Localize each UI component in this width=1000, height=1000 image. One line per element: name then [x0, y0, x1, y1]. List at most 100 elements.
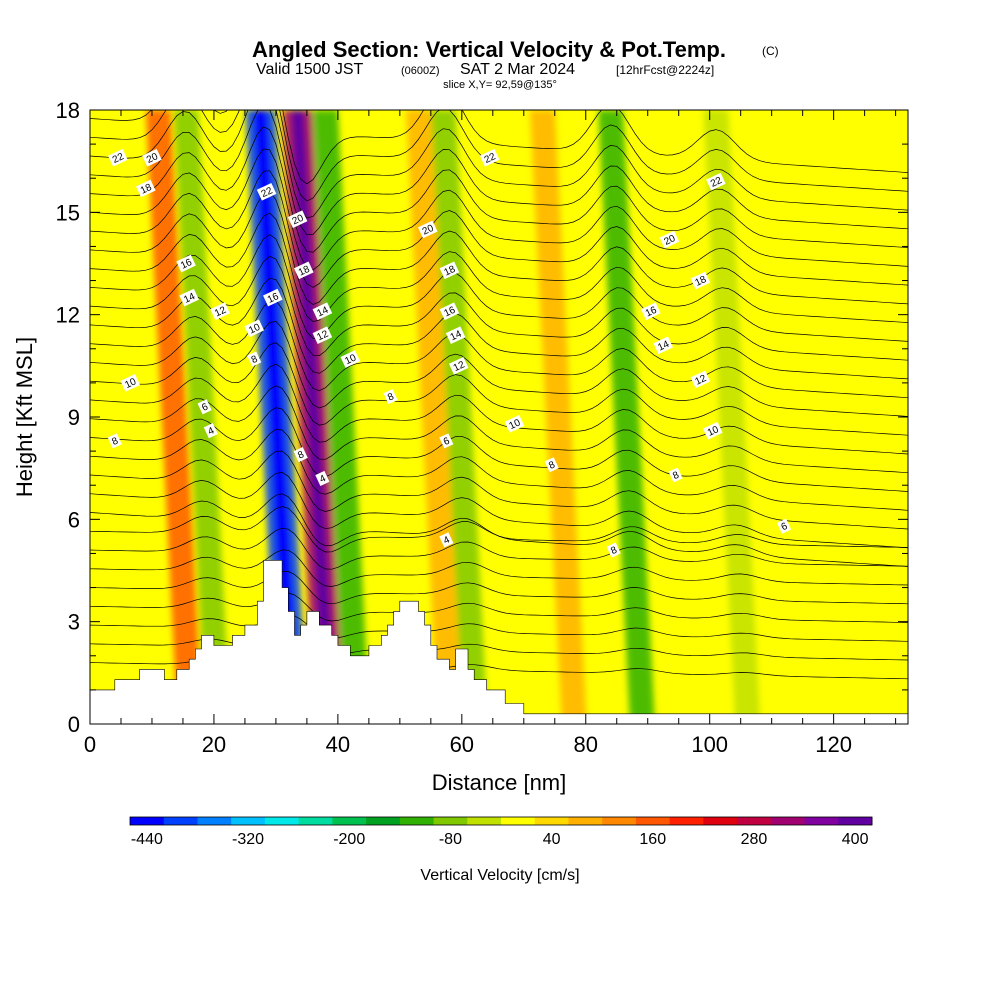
contour-label-text: 6	[780, 521, 790, 534]
contour-label-text: 8	[386, 391, 396, 404]
colorbar-swatch	[231, 817, 266, 825]
velocity-band	[406, 110, 463, 724]
valid-time: Valid 1500 JST	[256, 61, 364, 78]
contour-label: 18	[294, 261, 314, 280]
contour-label-text: 8	[296, 449, 306, 462]
colorbar-swatch	[163, 817, 198, 825]
y-axis-label: Height [Kft MSL]	[12, 337, 37, 497]
colorbar-frame	[129, 816, 873, 826]
colorbar-swatch	[737, 817, 772, 825]
contour-label: 12	[312, 326, 333, 344]
contour-label: 14	[179, 288, 199, 307]
contour-label: 6	[776, 518, 792, 534]
velocity-band-core	[291, 110, 336, 724]
contour-label: 12	[448, 357, 469, 375]
contour-label: 20	[142, 148, 162, 167]
contour-label-text: 14	[315, 305, 330, 320]
contour-label-text: 10	[247, 322, 262, 337]
colorbar-tick-label: 400	[842, 831, 869, 848]
chart-title-main: Angled Section: Vertical Velocity & Pot.…	[252, 37, 726, 62]
y-tick-label: 3	[68, 610, 80, 635]
contour-label: 20	[287, 210, 308, 228]
valid-zulu: (0600Z)	[401, 65, 440, 77]
contour-label: 14	[445, 326, 466, 344]
contour-label-text: 20	[145, 151, 160, 166]
contour-label: 22	[706, 172, 726, 191]
contour-label: 18	[439, 261, 460, 280]
colorbar-tick-label: -320	[232, 831, 264, 848]
colorbar-swatch	[399, 817, 435, 825]
contour-label: 10	[120, 374, 141, 392]
colorbar-tick-label: 280	[741, 831, 768, 848]
contour-label-text: 10	[343, 352, 358, 367]
contour-label-text: 12	[452, 359, 467, 374]
colorbar-tick-label: -80	[439, 831, 462, 848]
contour-label-text: 16	[644, 305, 659, 320]
colorbar-tick-label: 160	[639, 831, 666, 848]
colorbar-swatch	[467, 817, 502, 825]
contour-label: 16	[439, 302, 460, 321]
velocity-band	[313, 110, 370, 724]
velocity-band	[598, 110, 655, 724]
contour-label: 8	[247, 351, 262, 367]
colorbar-tick-label: -200	[333, 831, 365, 848]
contour-label: 4	[439, 532, 454, 548]
y-tick-label: 9	[68, 405, 80, 430]
theta-contour	[90, 110, 908, 202]
theta-contour	[90, 549, 908, 587]
contour-label-text: 10	[706, 424, 721, 439]
contour-label-text: 6	[200, 401, 210, 414]
contour-label-text: 14	[656, 339, 671, 354]
x-tick-label: 80	[574, 732, 598, 757]
theta-contour	[90, 407, 908, 492]
colorbar-swatch	[298, 817, 333, 825]
theta-contour	[90, 342, 908, 436]
y-tick-label: 18	[56, 98, 80, 123]
colorbar-swatch	[568, 817, 603, 825]
contour-label-text: 22	[483, 151, 498, 166]
theta-contour	[90, 592, 908, 623]
colorbar-swatch	[669, 817, 704, 825]
theta-contour	[90, 571, 908, 605]
plot-area: 8101820221614126422201816141210884108201…	[90, 110, 908, 724]
theta-contour	[90, 277, 908, 380]
colorbar-tick-label: 40	[543, 831, 561, 848]
y-axis: 0 3 6 9 12 15 18	[56, 98, 908, 737]
contour-label-text: 20	[291, 213, 306, 228]
contour-label-text: 6	[442, 435, 452, 448]
contour-label: 22	[256, 183, 277, 201]
contour-label: 6	[197, 399, 212, 415]
contour-label: 10	[340, 350, 361, 368]
velocity-band	[529, 110, 587, 724]
contour-label-text: 8	[547, 459, 557, 472]
potential-temperature-contours	[90, 110, 908, 680]
x-tick-label: 60	[450, 732, 474, 757]
colorbar-swatch	[534, 817, 569, 825]
contour-label: 22	[108, 148, 128, 167]
theta-contour	[90, 429, 908, 511]
contour-label-text: 12	[213, 305, 228, 320]
theta-contour	[90, 255, 908, 361]
colorbar-swatch	[366, 817, 401, 825]
theta-contour	[90, 450, 908, 530]
contour-label-text: 18	[442, 264, 457, 279]
contour-label: 20	[659, 230, 680, 249]
contour-label-text: 10	[123, 376, 138, 391]
contour-label-text: 4	[318, 473, 328, 486]
contour-label: 18	[135, 179, 156, 198]
theta-contour	[90, 527, 908, 570]
x-tick-label: 20	[202, 732, 226, 757]
colorbar-swatch	[770, 817, 806, 825]
x-tick-label: 40	[326, 732, 350, 757]
velocity-band-core	[254, 110, 299, 724]
colorbar: -440 -320 -200 -80 40 160 280 400	[129, 816, 873, 848]
contour-label: 10	[703, 421, 723, 440]
colorbar-tick-label: -440	[131, 831, 163, 848]
theta-contour	[90, 110, 908, 219]
theta-contour	[90, 635, 908, 661]
colorbar-swatch	[197, 817, 232, 825]
contour-label: 8	[544, 457, 559, 473]
contour-label: 12	[690, 370, 711, 389]
